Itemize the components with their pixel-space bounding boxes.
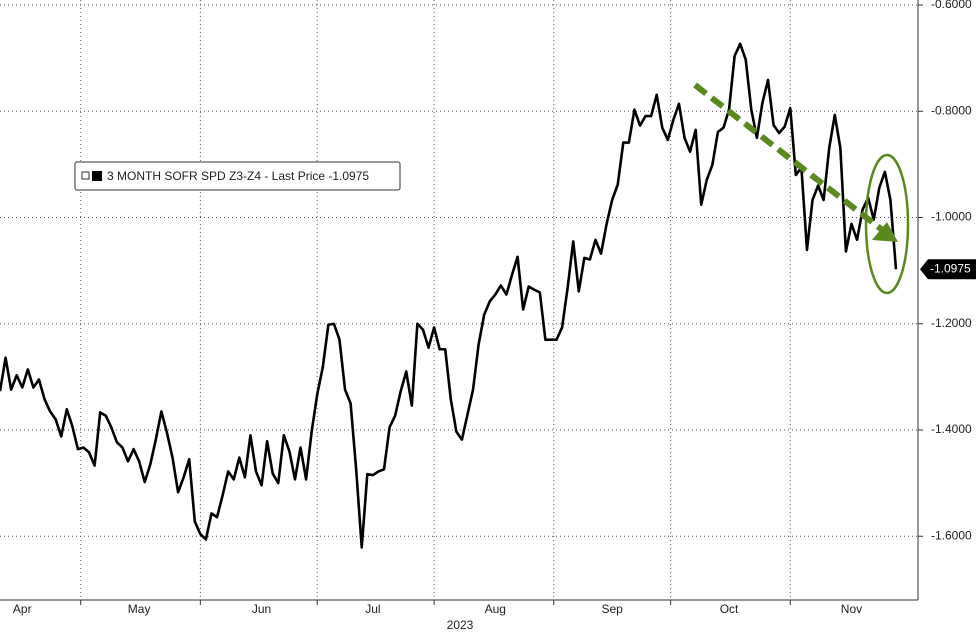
y-tick-label: -1.0000 — [931, 210, 972, 224]
arrow-head — [872, 222, 898, 242]
x-tick-label: Aug — [485, 602, 506, 616]
y-tick-label: -0.8000 — [931, 103, 972, 117]
last-price-label: -1.0975 — [930, 261, 971, 275]
legend-swatch — [92, 171, 102, 181]
last-price-tag: -1.0975 — [920, 259, 976, 280]
x-axis-year: 2023 — [447, 618, 474, 632]
x-tick-label: Jul — [365, 602, 380, 616]
x-tick-label: May — [128, 602, 151, 616]
x-tick-label: Nov — [841, 602, 862, 616]
legend-box — [74, 161, 401, 191]
trend-arrow — [693, 82, 887, 235]
y-tick-label: -1.2000 — [931, 316, 972, 330]
annotations — [693, 82, 910, 295]
series-line — [0, 42, 898, 549]
y-tick-label: -1.4000 — [931, 422, 972, 436]
plot: -0.6000 -0.8000 -1.0000 -1.2000 -1.4000 -1.60… — [0, 0, 972, 616]
x-tick-label: Apr — [13, 602, 32, 616]
last-price-box — [920, 259, 976, 280]
y-tick-label: -0.6000 — [931, 0, 972, 11]
y-tick-label: -1.6000 — [931, 528, 972, 542]
legend-label: 3 MONTH SOFR SPD Z3-Z4 - Last Price -1.0… — [107, 169, 369, 183]
legend-toggle — [81, 171, 90, 180]
x-tick-label: Sep — [601, 602, 623, 616]
x-tick-label: Jun — [252, 602, 271, 616]
legend: 3 MONTH SOFR SPD Z3-Z4 - Last Price -1.0… — [74, 161, 401, 191]
highlight-ellipse — [864, 153, 910, 295]
x-tick-label: Oct — [720, 602, 739, 616]
